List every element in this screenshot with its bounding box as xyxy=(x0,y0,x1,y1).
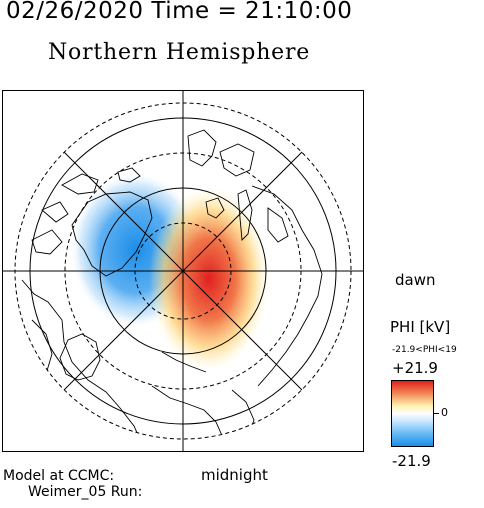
midnight-label: midnight xyxy=(201,466,268,484)
diagonal-meridian-2 xyxy=(63,151,303,391)
timestamp: 02/26/2020 Time = 21:10:00 xyxy=(6,0,353,24)
colorbar-zero-label: 0 xyxy=(441,406,448,419)
run-label: Weimer_05 Run: xyxy=(28,484,143,500)
colorbar-title: PHI [kV] xyxy=(390,318,451,336)
page-title: Northern Hemisphere xyxy=(48,40,311,65)
colorbar-zero-tick xyxy=(434,413,439,414)
colorbar-range: -21.9<PHI<19 xyxy=(392,345,457,355)
potential-pattern xyxy=(70,172,269,371)
meridian-grid xyxy=(2,90,364,452)
colorbar-min-label: -21.9 xyxy=(392,452,431,470)
model-label: Model at CCMC: xyxy=(3,468,115,484)
positive-potential-cell xyxy=(149,187,269,371)
colorbar-max-label: +21.9 xyxy=(392,359,438,377)
polar-map xyxy=(2,90,364,452)
colorbar xyxy=(391,380,434,447)
dawn-label: dawn xyxy=(395,271,436,289)
